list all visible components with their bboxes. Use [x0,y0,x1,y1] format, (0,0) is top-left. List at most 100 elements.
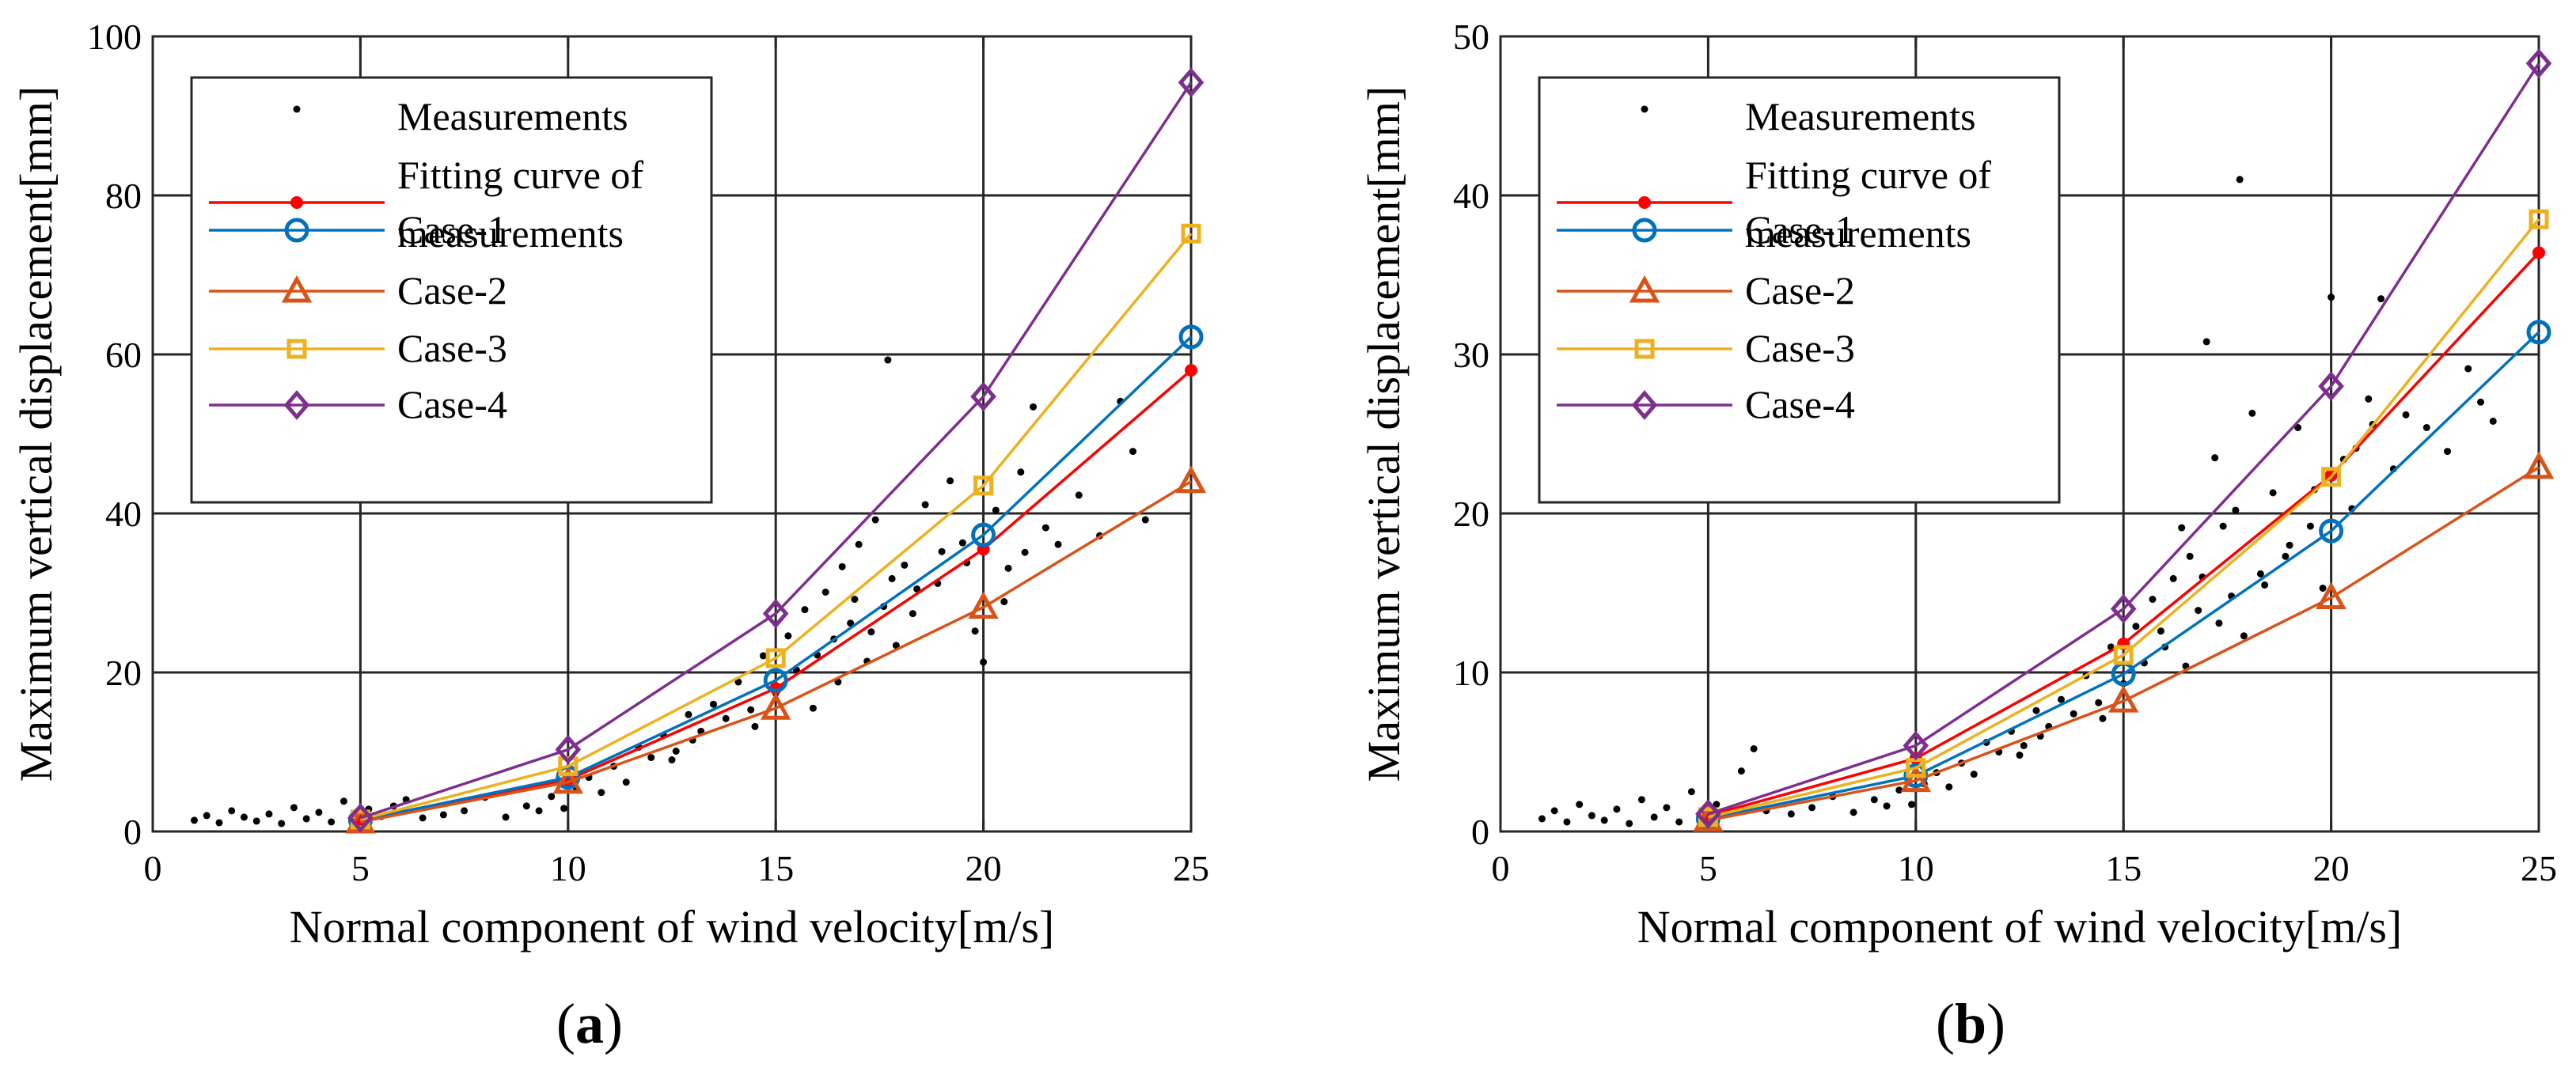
measurement-point [1750,744,1758,752]
series-marker-case-1 [2526,320,2551,345]
measurement-point [909,610,916,618]
measurement-point [971,627,979,635]
y-axis-label: Maximum vertical displacement[mm] [10,86,62,782]
legend-swatch-marker [1632,218,1657,243]
legend-measurements: Measurements [293,94,628,138]
legend: Measurements Fitting curve of measurements… [1538,76,2061,504]
measurement-point [502,813,510,821]
measurement-point [1849,809,1857,816]
series-marker-case-2 [760,692,791,720]
measurement-point [560,805,568,812]
measurement-point [1538,815,1546,823]
measurement-point [1870,796,1878,804]
measurement-point [1563,818,1571,826]
measurement-point [888,574,896,582]
series-case-4 [1695,48,2552,829]
measurement-point [228,807,236,815]
legend-swatch [293,105,301,113]
legend-swatch-marker [281,275,313,303]
series-marker-case-4 [1178,67,1205,98]
measurement-point [1021,548,1029,556]
legend-swatch-marker [1629,275,1660,303]
measurement-point [240,813,248,821]
axes-box [1499,35,2540,833]
legend-swatch-marker [283,390,310,420]
series-marker-case-4 [2110,593,2137,624]
measurement-point [851,596,859,604]
measurement-point [1687,788,1695,796]
series-marker-case-4 [2318,371,2344,402]
panel-label: (a) [556,992,623,1055]
measurement-point [1737,767,1745,775]
axes-box [151,35,1193,833]
y-tick-label: 40 [105,494,142,534]
measurement-point [1626,820,1633,828]
series-marker-case-2 [552,766,584,794]
x-tick-label: 25 [2521,848,2557,888]
series-marker-case-4 [347,803,374,833]
measurement-point [2319,584,2327,592]
legend-swatch-marker [290,196,303,209]
legend-fitting-curve: Fitting curve of measurements [1557,153,1991,256]
legend-swatch-marker [1634,339,1655,359]
measurement-point [1945,783,1953,791]
measurement-point [855,540,863,548]
measurement-point [2306,522,2314,530]
measurement-point [672,747,680,755]
measurement-point [2236,176,2244,184]
measurement-point [2269,489,2277,497]
measurement-point [278,820,286,828]
measurement-point [439,811,447,819]
measurement-point [647,754,655,762]
measurement-point [1787,810,1795,818]
measurement-point [2248,409,2256,417]
measurement-point [2232,506,2240,514]
legend-label: Measurements [1745,94,1976,138]
y-axis-label: Maximum vertical displacement[mm] [1358,86,1409,782]
measurement-point [2195,607,2202,615]
measurement-point [265,810,273,818]
measurement-point [2286,541,2293,549]
measurement-point [2282,552,2290,560]
measurement-point [419,814,427,822]
measurement-point [892,642,900,650]
measurement-point [252,817,260,825]
series-marker-case-4 [1695,799,1721,829]
measurement-point [1808,804,1816,812]
legend-case-3: Case-3 [209,326,507,370]
measurement-point [2215,619,2223,627]
measurement-point [2377,295,2385,303]
legend-label-cont: measurements [1745,211,1971,256]
measurement-point [215,819,223,827]
legend-label: Case-1 [1745,207,1855,252]
series-line-case-2 [1708,466,2540,822]
legend-label: Case-1 [397,207,507,252]
measurement-point [1075,491,1083,499]
measurement-point [1970,771,1978,778]
x-tick-label: 15 [2105,848,2142,888]
x-tick-label: 20 [966,848,1002,888]
measurement-point [867,628,875,636]
measurement-point [622,778,630,786]
measurement-point [2095,699,2103,706]
measurement-point [2422,423,2430,431]
chart-panel-b: 0 5 10 15 20 25 0 10 20 30 40 50 Normal component of… [1358,17,2557,1055]
measurement-point [2444,448,2452,456]
measurement-point [722,714,730,722]
measurement-point [921,501,929,509]
series-line-case-1 [360,335,1193,822]
series-marker-case-3 [765,648,786,668]
measurement-point [1129,448,1137,456]
legend-label: Case-2 [397,268,507,312]
y-tick-label: 20 [105,653,142,693]
series-marker-case-3 [1181,223,1201,244]
series-case-3 [350,223,1201,830]
series-marker-case-4 [970,381,996,412]
measurement-point [1588,812,1595,820]
series-line-case-3 [359,233,1193,821]
y-tick-label: 20 [1453,494,1489,534]
chart-panel-a: 0 5 10 15 20 25 0 20 40 60 80 100 Normal component o… [10,17,1209,1055]
measurement-point [1141,516,1149,524]
measurement-point [838,562,846,570]
measurement-point [461,807,469,815]
